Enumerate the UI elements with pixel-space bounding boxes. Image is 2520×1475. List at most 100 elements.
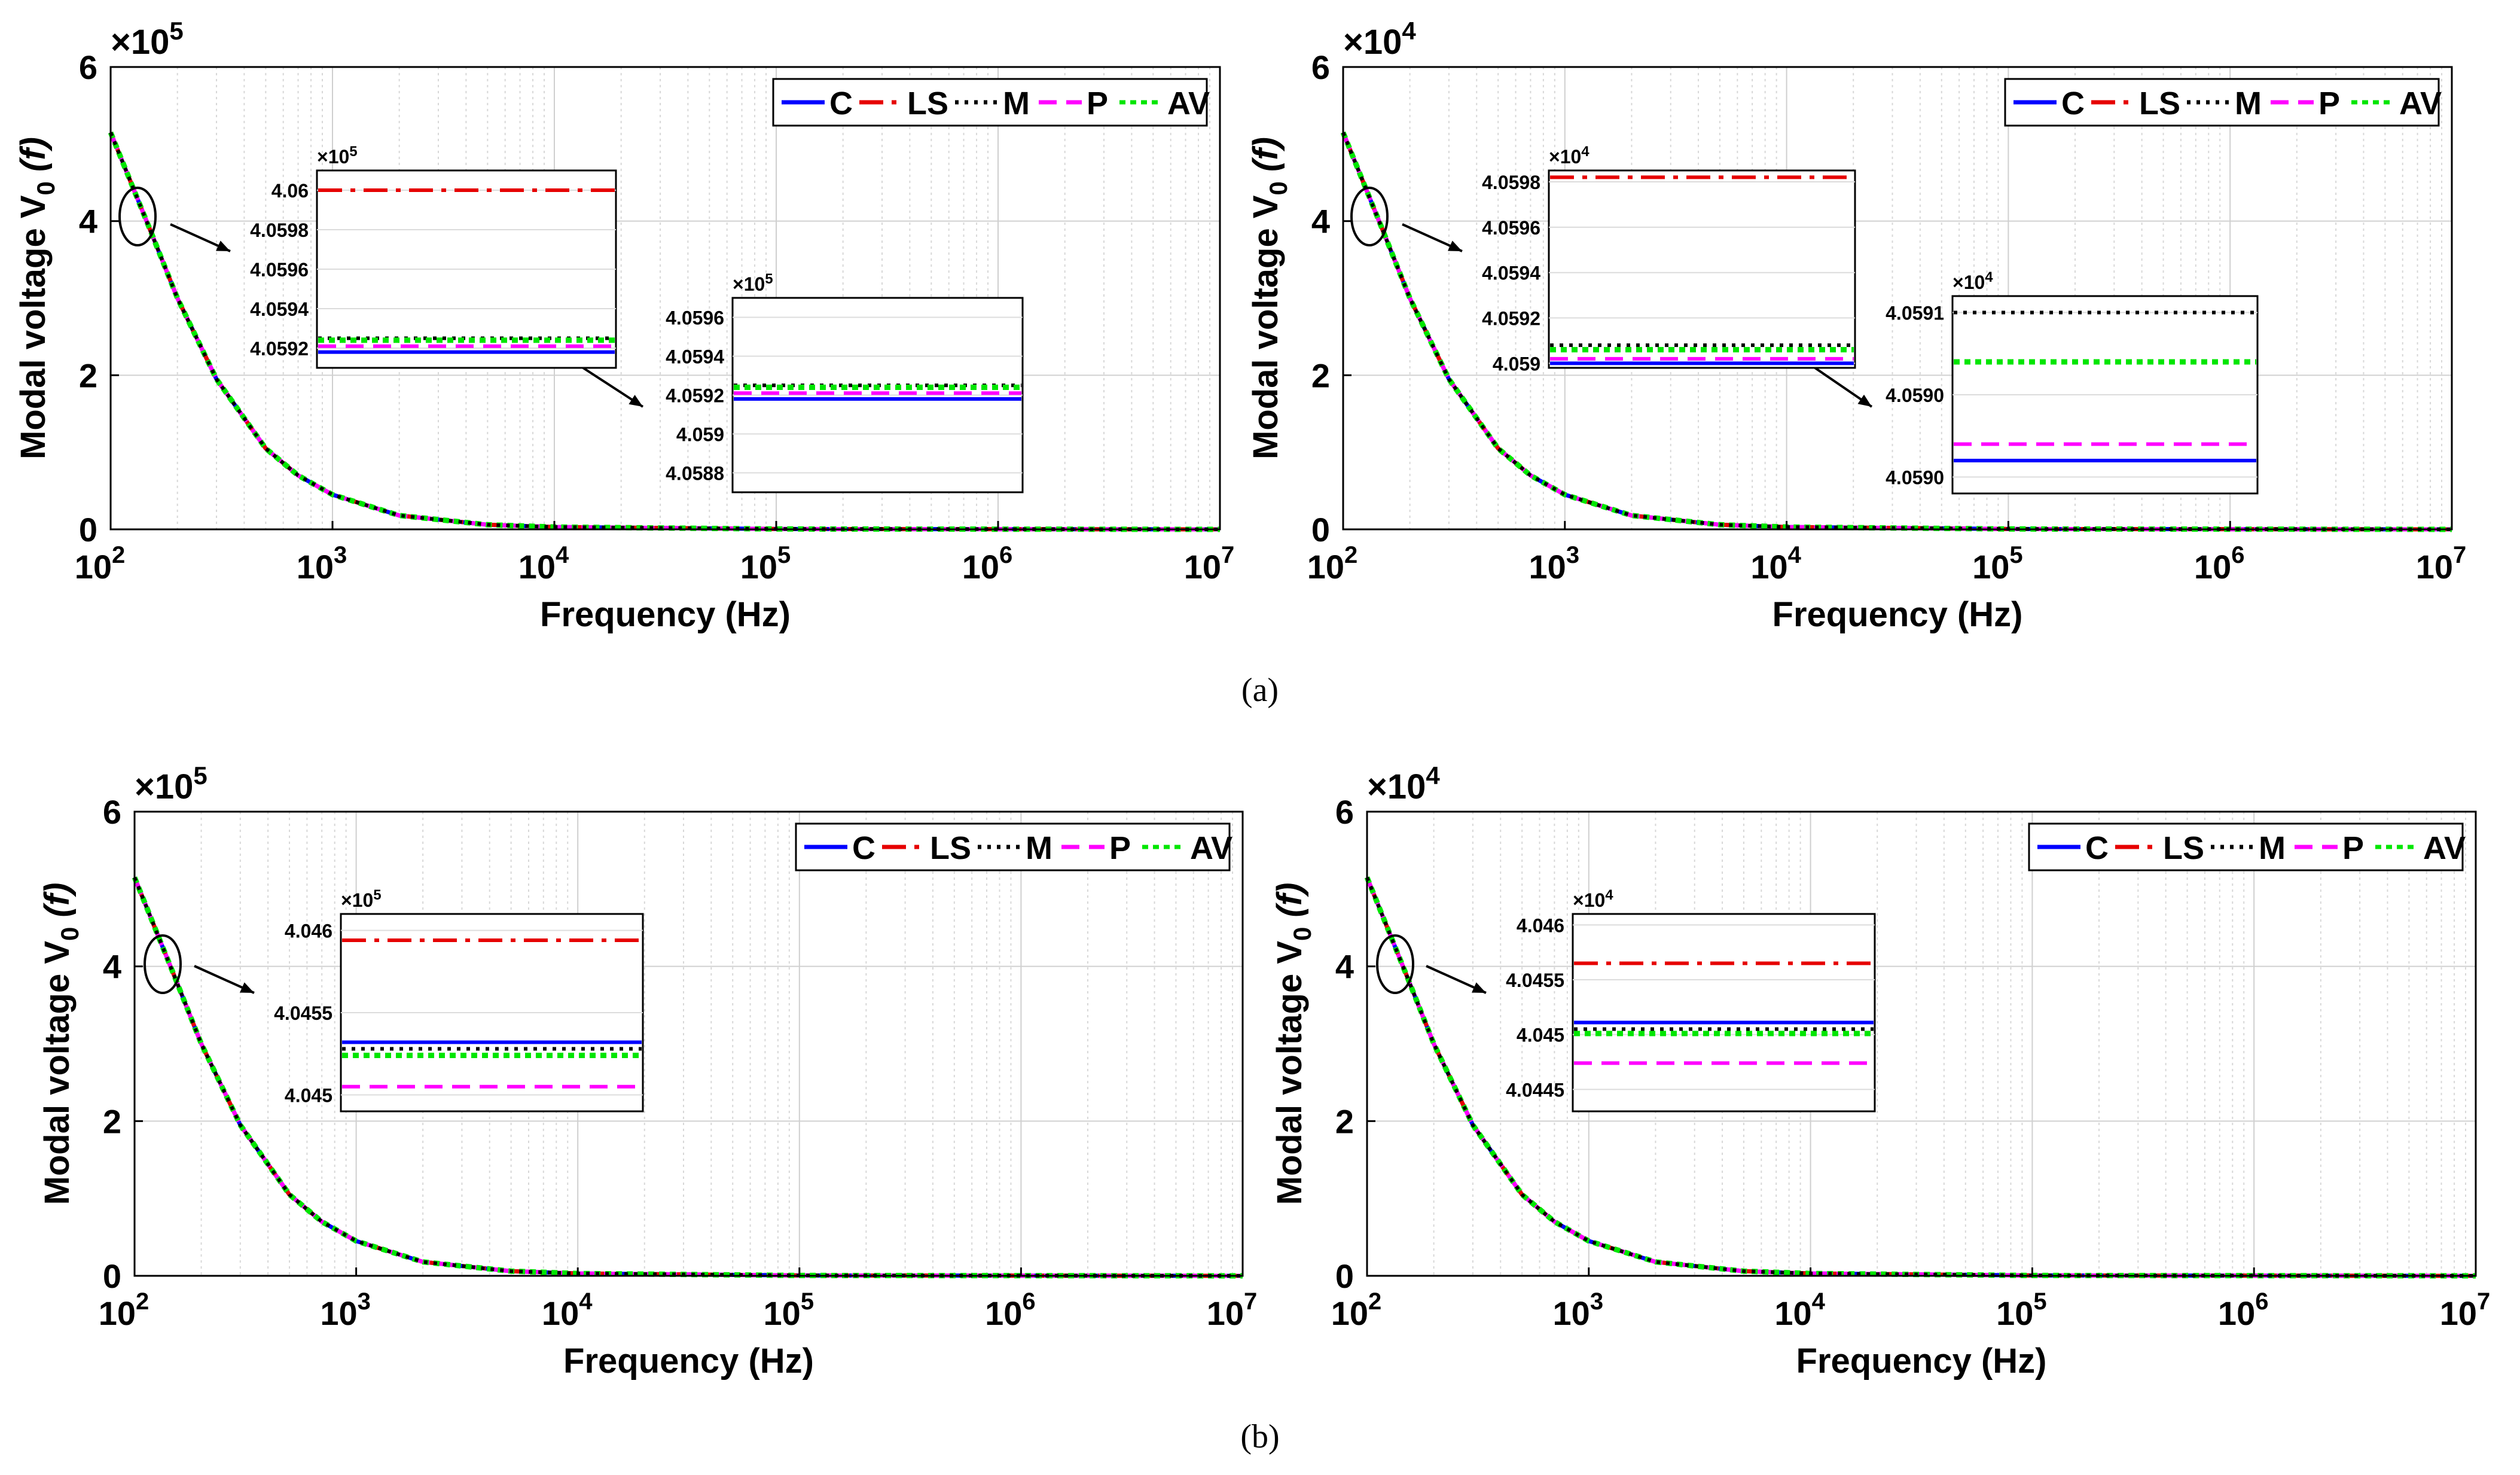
inset-tick-label: 4.0598 [250,220,309,241]
y-tick-label: 2 [1335,1102,1354,1140]
y-axis-label: Modal voltage V0 (f) [1246,137,1292,459]
series-line-M [1341,132,2452,531]
arrow-head [1448,240,1462,251]
legend-label-C: C [852,830,875,866]
y-tick-label: 0 [1335,1257,1354,1295]
legend-label-AV: AV [2399,86,2442,121]
zoom-marker [1350,187,1389,246]
x-tick-label: 105 [764,1288,814,1332]
legend-label-C: C [2061,86,2085,121]
y-tick-label: 4 [1335,948,1354,986]
y-tick-label: 4 [1311,203,1330,240]
y-exponent-label: ×104 [1343,17,1416,62]
inset-tick-label: 4.0455 [274,1002,332,1024]
legend-box [795,822,1231,871]
inset-tick-label: 4.0591 [1886,303,1944,324]
x-tick-label: 106 [2194,542,2245,586]
x-axis-label: Frequency (Hz) [1772,595,2023,634]
y-exponent-label: ×105 [111,17,184,62]
legend-box [2028,822,2464,871]
x-tick-label: 107 [1184,542,1235,586]
zoom-marker [1376,934,1414,994]
caption-a: (a) [1241,672,1279,709]
series-line-M [109,132,1221,531]
y-tick-label: 6 [1311,48,1330,86]
inset-tick-label: 4.0596 [666,307,724,329]
legend-label-P: P [1109,830,1131,866]
x-tick-label: 104 [518,542,569,586]
x-tick-label: 104 [1774,1288,1825,1332]
legend-label-LS: LS [2163,830,2204,866]
y-tick-label: 6 [1335,793,1354,831]
inset-tick-label: 4.0590 [1886,467,1944,489]
inset-tick-label: 4.046 [285,921,332,942]
legend-label-LS: LS [930,830,971,866]
x-tick-label: 103 [297,542,347,586]
y-tick-label: 0 [1311,511,1330,548]
legend-label-AV: AV [1167,86,1210,121]
series-line-LS [1365,876,2476,1278]
series-line-AV [1364,876,2476,1279]
legend-label-C: C [829,86,853,121]
inset-tick-label: 4.045 [1517,1025,1564,1046]
legend-label-LS: LS [907,86,948,121]
y-axis-label: Modal voltage V0 (f) [1270,883,1316,1205]
y-tick-label: 4 [103,948,121,986]
x-tick-label: 106 [985,1288,1036,1332]
inset-tick-label: 4.0455 [1506,970,1564,991]
arrow-head [1472,982,1486,993]
inset-tick-label: 4.06 [271,180,309,202]
inset-tick-label: 4.0592 [666,385,724,407]
inset: 4.045 4.0455 4.046 ×105 [274,887,644,1113]
series-line-AV [132,876,1243,1279]
x-axis-label: Frequency (Hz) [540,595,791,634]
inset-tick-label: 4.0594 [666,346,724,368]
legend: C LS M P AV [772,78,1210,127]
x-tick-label: 103 [1529,542,1580,586]
zoom-marker [144,934,182,994]
inset-tick-label: 4.045 [285,1085,332,1107]
x-tick-label: 105 [740,542,791,586]
legend-label-P: P [2342,830,2364,866]
inset: 4.0588 4.059 4.0592 4.0594 4.0596 ×105 [666,271,1024,493]
inset-exponent-label: ×104 [1549,144,1590,167]
inset-tick-label: 4.0588 [666,463,724,484]
legend-label-M: M [1026,830,1052,866]
inset-frame [1572,913,1876,1113]
arrow-head [1857,394,1872,407]
legend-label-M: M [2235,86,2262,121]
legend-label-LS: LS [2139,86,2180,121]
inset-tick-label: 4.0594 [250,298,309,320]
y-axis-label: Modal voltage V0 (f) [14,137,60,459]
inset-tick-label: 4.0592 [250,338,309,359]
legend-label-C: C [2085,830,2109,866]
inset-tick-label: 4.059 [676,424,724,446]
inset-frame [1548,169,1856,369]
legend: C LS M P AV [2028,822,2466,871]
y-axis-label: Modal voltage V0 (f) [38,883,84,1205]
legend-label-AV: AV [1190,830,1232,866]
y-exponent-label: ×104 [1367,761,1440,806]
y-tick-label: 0 [79,511,97,548]
x-tick-label: 103 [1553,1288,1604,1332]
x-tick-label: 107 [2440,1288,2491,1332]
inset-tick-label: 4.0592 [1482,308,1540,330]
inset: 4.059 4.0592 4.0594 4.0596 4.0598 ×104 [1482,144,1856,374]
x-axis-label: Frequency (Hz) [563,1342,814,1380]
inset-tick-label: 4.0596 [250,259,309,281]
plot-frame [1342,66,2453,531]
x-tick-label: 105 [1996,1288,2047,1332]
arrow-head [629,395,643,407]
inset-exponent-label: ×105 [341,887,382,911]
x-tick-label: 107 [2416,542,2467,586]
y-tick-label: 0 [103,1257,121,1295]
x-tick-label: 103 [320,1288,371,1332]
legend-label-AV: AV [2423,830,2466,866]
legend: C LS M P AV [2004,78,2442,127]
legend-label-P: P [2318,86,2340,121]
